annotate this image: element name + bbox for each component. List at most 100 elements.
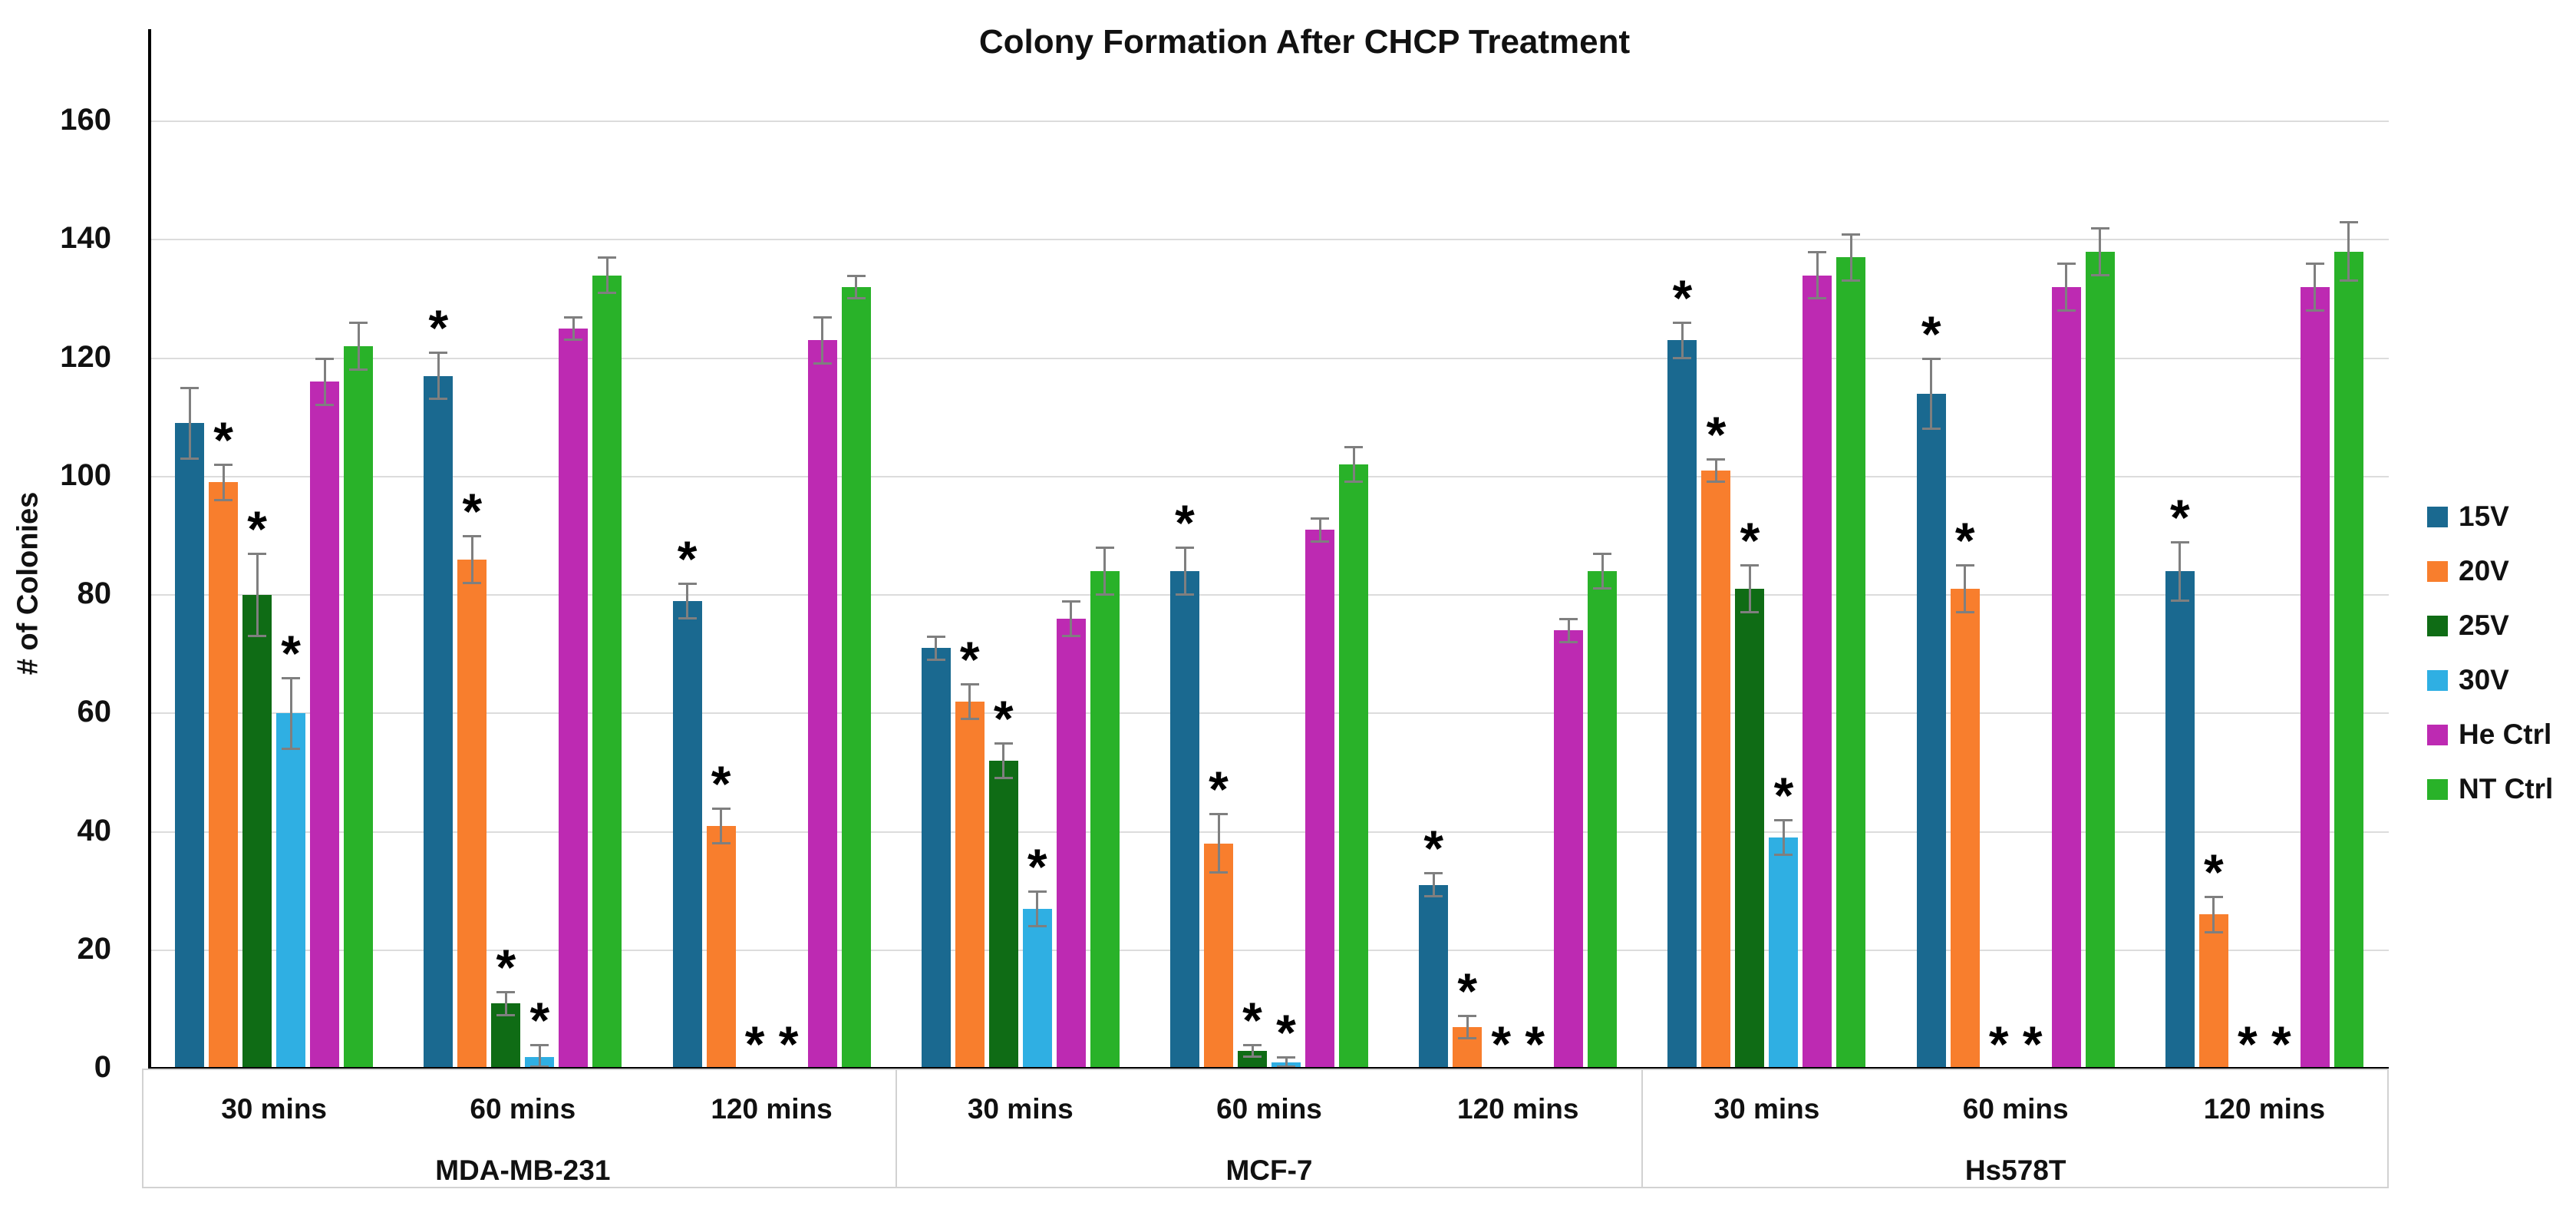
error-bar-cap-top [1559, 617, 1578, 620]
error-bar-cap-top [1344, 446, 1363, 449]
error-bar [1714, 458, 1717, 483]
error-bar-cap-bottom [1176, 593, 1194, 596]
legend-label: 25V [2459, 610, 2509, 641]
error-bar-cap-bottom [2170, 599, 2189, 602]
error-bar [1002, 742, 1005, 779]
gridline-160 [150, 121, 2389, 122]
error-bar-cap-bottom [429, 398, 448, 401]
error-bar-cap-bottom [2090, 273, 2109, 276]
significance-asterisk: * [1672, 269, 1693, 327]
legend-swatch-NT Ctrl [2427, 778, 2448, 800]
cell-line-label: Hs578T [1964, 1155, 2066, 1186]
legend-swatch-20V [2427, 560, 2448, 582]
significance-asterisk: * [2238, 1016, 2258, 1072]
error-bar-cap-top [214, 464, 233, 467]
time-label: 30 mins [967, 1093, 1074, 1125]
error-bar [605, 257, 609, 293]
bar-15V [175, 423, 205, 1069]
significance-asterisk: * [1457, 962, 1478, 1019]
legend-item-25V: 25V [2427, 610, 2509, 642]
bar-NT Ctrl [2334, 251, 2363, 1069]
significance-asterisk: * [1175, 494, 1195, 552]
significance-asterisk: * [213, 411, 233, 469]
significance-asterisk: * [1525, 1016, 1545, 1072]
error-bar-cap-top [1027, 890, 1047, 893]
error-bar-cap-top [1095, 547, 1114, 550]
error-bar-cap-bottom [564, 339, 583, 342]
bar-15V [424, 375, 454, 1069]
error-bar-cap-bottom [530, 1065, 549, 1068]
error-bar-cap-top [1842, 233, 1861, 236]
error-bar-cap-top [463, 534, 482, 537]
significance-asterisk: * [2204, 844, 2224, 901]
bar-15V [1419, 884, 1449, 1069]
bar-NT Ctrl [1836, 257, 1866, 1069]
error-bar-cap-bottom [1559, 640, 1578, 643]
y-tick-label-0: 0 [94, 1050, 111, 1084]
significance-asterisk: * [1921, 305, 1941, 362]
bar-He Ctrl [310, 382, 340, 1069]
bar-NT Ctrl [841, 286, 871, 1069]
legend-swatch-15V [2427, 506, 2448, 527]
error-bar-cap-bottom [1707, 481, 1726, 484]
significance-asterisk: * [1773, 767, 1794, 824]
error-bar [437, 352, 440, 400]
bar-20V [457, 559, 487, 1069]
error-bar [1103, 547, 1107, 595]
error-bar-cap-top [1593, 553, 1612, 555]
time-label: 120 mins [711, 1093, 833, 1125]
bar-NT Ctrl [1588, 571, 1618, 1069]
bar-20V [1204, 843, 1233, 1069]
y-tick-label-40: 40 [77, 813, 112, 847]
error-bar-cap-top [2339, 221, 2358, 224]
y-tick-label-20: 20 [77, 931, 112, 966]
bar-He Ctrl [1803, 275, 1832, 1069]
significance-asterisk: * [529, 992, 550, 1049]
error-bar-cap-top [598, 256, 617, 259]
bar-He Ctrl [559, 328, 589, 1069]
error-bar [1285, 1056, 1288, 1067]
y-tick-label-140: 140 [60, 221, 111, 256]
error-bar-cap-bottom [214, 498, 233, 501]
legend-swatch-He Ctrl [2427, 724, 2448, 745]
legend-item-15V: 15V [2427, 500, 2509, 533]
error-bar-cap-bottom [1209, 871, 1228, 874]
error-bar-cap-top [530, 1044, 549, 1047]
error-bar-cap-bottom [598, 291, 617, 294]
error-bar-cap-top [2305, 263, 2324, 266]
error-bar [1782, 820, 1785, 856]
significance-asterisk: * [247, 500, 267, 557]
cell-line-label: MDA-MB-231 [435, 1155, 611, 1186]
error-bar-cap-top [1243, 1044, 1262, 1047]
error-bar-cap-bottom [1921, 428, 1941, 431]
error-bar-cap-top [926, 635, 945, 638]
error-bar-cap-bottom [1311, 540, 1329, 543]
error-bar-cap-top [813, 315, 832, 319]
chart-title: Colony Formation After CHCP Treatment [978, 23, 1631, 61]
error-bar [504, 991, 507, 1016]
bar-15V [921, 648, 951, 1069]
error-bar-cap-bottom [926, 658, 945, 661]
error-bar [538, 1045, 541, 1067]
error-bar-cap-top [994, 742, 1013, 745]
significance-asterisk: * [281, 624, 301, 682]
error-bar-cap-bottom [1842, 279, 1861, 282]
section-divider [895, 1069, 897, 1188]
bar-NT Ctrl [1090, 571, 1120, 1069]
time-label: 60 mins [1216, 1093, 1322, 1125]
bar-30V [276, 713, 306, 1069]
bar-NT Ctrl [592, 275, 622, 1069]
error-bar [572, 316, 575, 341]
error-bar-cap-bottom [2339, 279, 2358, 282]
significance-asterisk: * [2170, 488, 2190, 546]
bar-He Ctrl [2300, 286, 2330, 1069]
bar-15V [1667, 340, 1697, 1069]
error-bar-cap-bottom [315, 404, 335, 407]
error-bar-cap-top [1774, 819, 1793, 822]
bar-15V [2165, 571, 2195, 1069]
significance-asterisk: * [1423, 820, 1444, 877]
error-bar-cap-bottom [2057, 309, 2076, 312]
error-bar-cap-bottom [1955, 611, 1974, 614]
significance-asterisk: * [1027, 837, 1047, 895]
